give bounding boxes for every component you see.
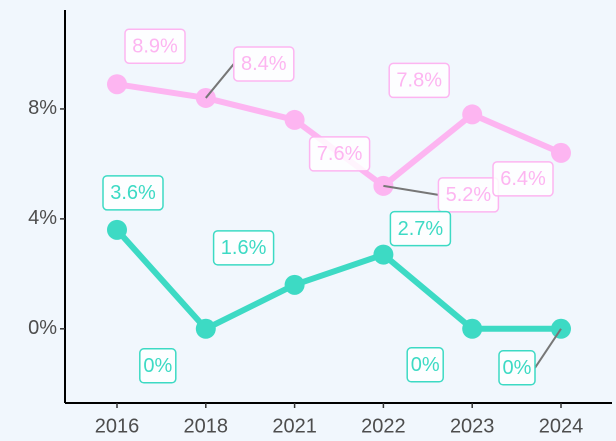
point bbox=[195, 318, 216, 339]
point bbox=[284, 109, 305, 130]
point bbox=[107, 219, 127, 240]
data-label: 6.4% bbox=[500, 168, 546, 190]
data-label: 7.6% bbox=[317, 143, 363, 165]
point bbox=[551, 142, 571, 163]
data-label: 0% bbox=[143, 355, 172, 377]
y-tick-label: 0% bbox=[28, 317, 57, 339]
x-tick-label: 2024 bbox=[539, 415, 584, 437]
point bbox=[462, 104, 483, 125]
point bbox=[462, 318, 483, 339]
data-label: 3.6% bbox=[110, 182, 156, 204]
x-tick-label: 2021 bbox=[272, 415, 317, 437]
x-tick-label: 2022 bbox=[361, 415, 406, 437]
label-box bbox=[124, 28, 186, 64]
point bbox=[284, 274, 305, 295]
label-box bbox=[498, 350, 536, 386]
series-line bbox=[114, 227, 561, 332]
data-label: 8.9% bbox=[132, 35, 178, 57]
data-label: 8.4% bbox=[241, 53, 287, 75]
label-connector bbox=[383, 184, 439, 196]
x-tick-label: 2018 bbox=[184, 415, 229, 437]
label-connector bbox=[534, 328, 562, 369]
data-label: 7.8% bbox=[396, 70, 442, 92]
y-tick-label: 4% bbox=[28, 207, 57, 229]
label-box bbox=[492, 161, 554, 197]
label-box bbox=[308, 136, 371, 172]
label-connector bbox=[205, 63, 235, 99]
label-box bbox=[388, 62, 450, 99]
point bbox=[373, 244, 394, 265]
x-tick-label: 2016 bbox=[95, 415, 140, 437]
data-label: 1.6% bbox=[221, 237, 267, 259]
x-tick-label: 2023 bbox=[450, 415, 495, 437]
label-box bbox=[102, 175, 164, 211]
y-tick-label: 8% bbox=[28, 97, 57, 119]
label-box bbox=[233, 46, 295, 82]
label-box bbox=[389, 210, 452, 247]
data-label: 2.7% bbox=[398, 218, 444, 240]
label-box bbox=[406, 347, 444, 383]
label-box bbox=[212, 230, 275, 266]
data-label: 0% bbox=[503, 357, 532, 379]
data-label: 5.2% bbox=[446, 184, 492, 206]
label-box bbox=[139, 348, 177, 384]
point bbox=[107, 74, 127, 95]
data-label: 0% bbox=[411, 354, 440, 376]
